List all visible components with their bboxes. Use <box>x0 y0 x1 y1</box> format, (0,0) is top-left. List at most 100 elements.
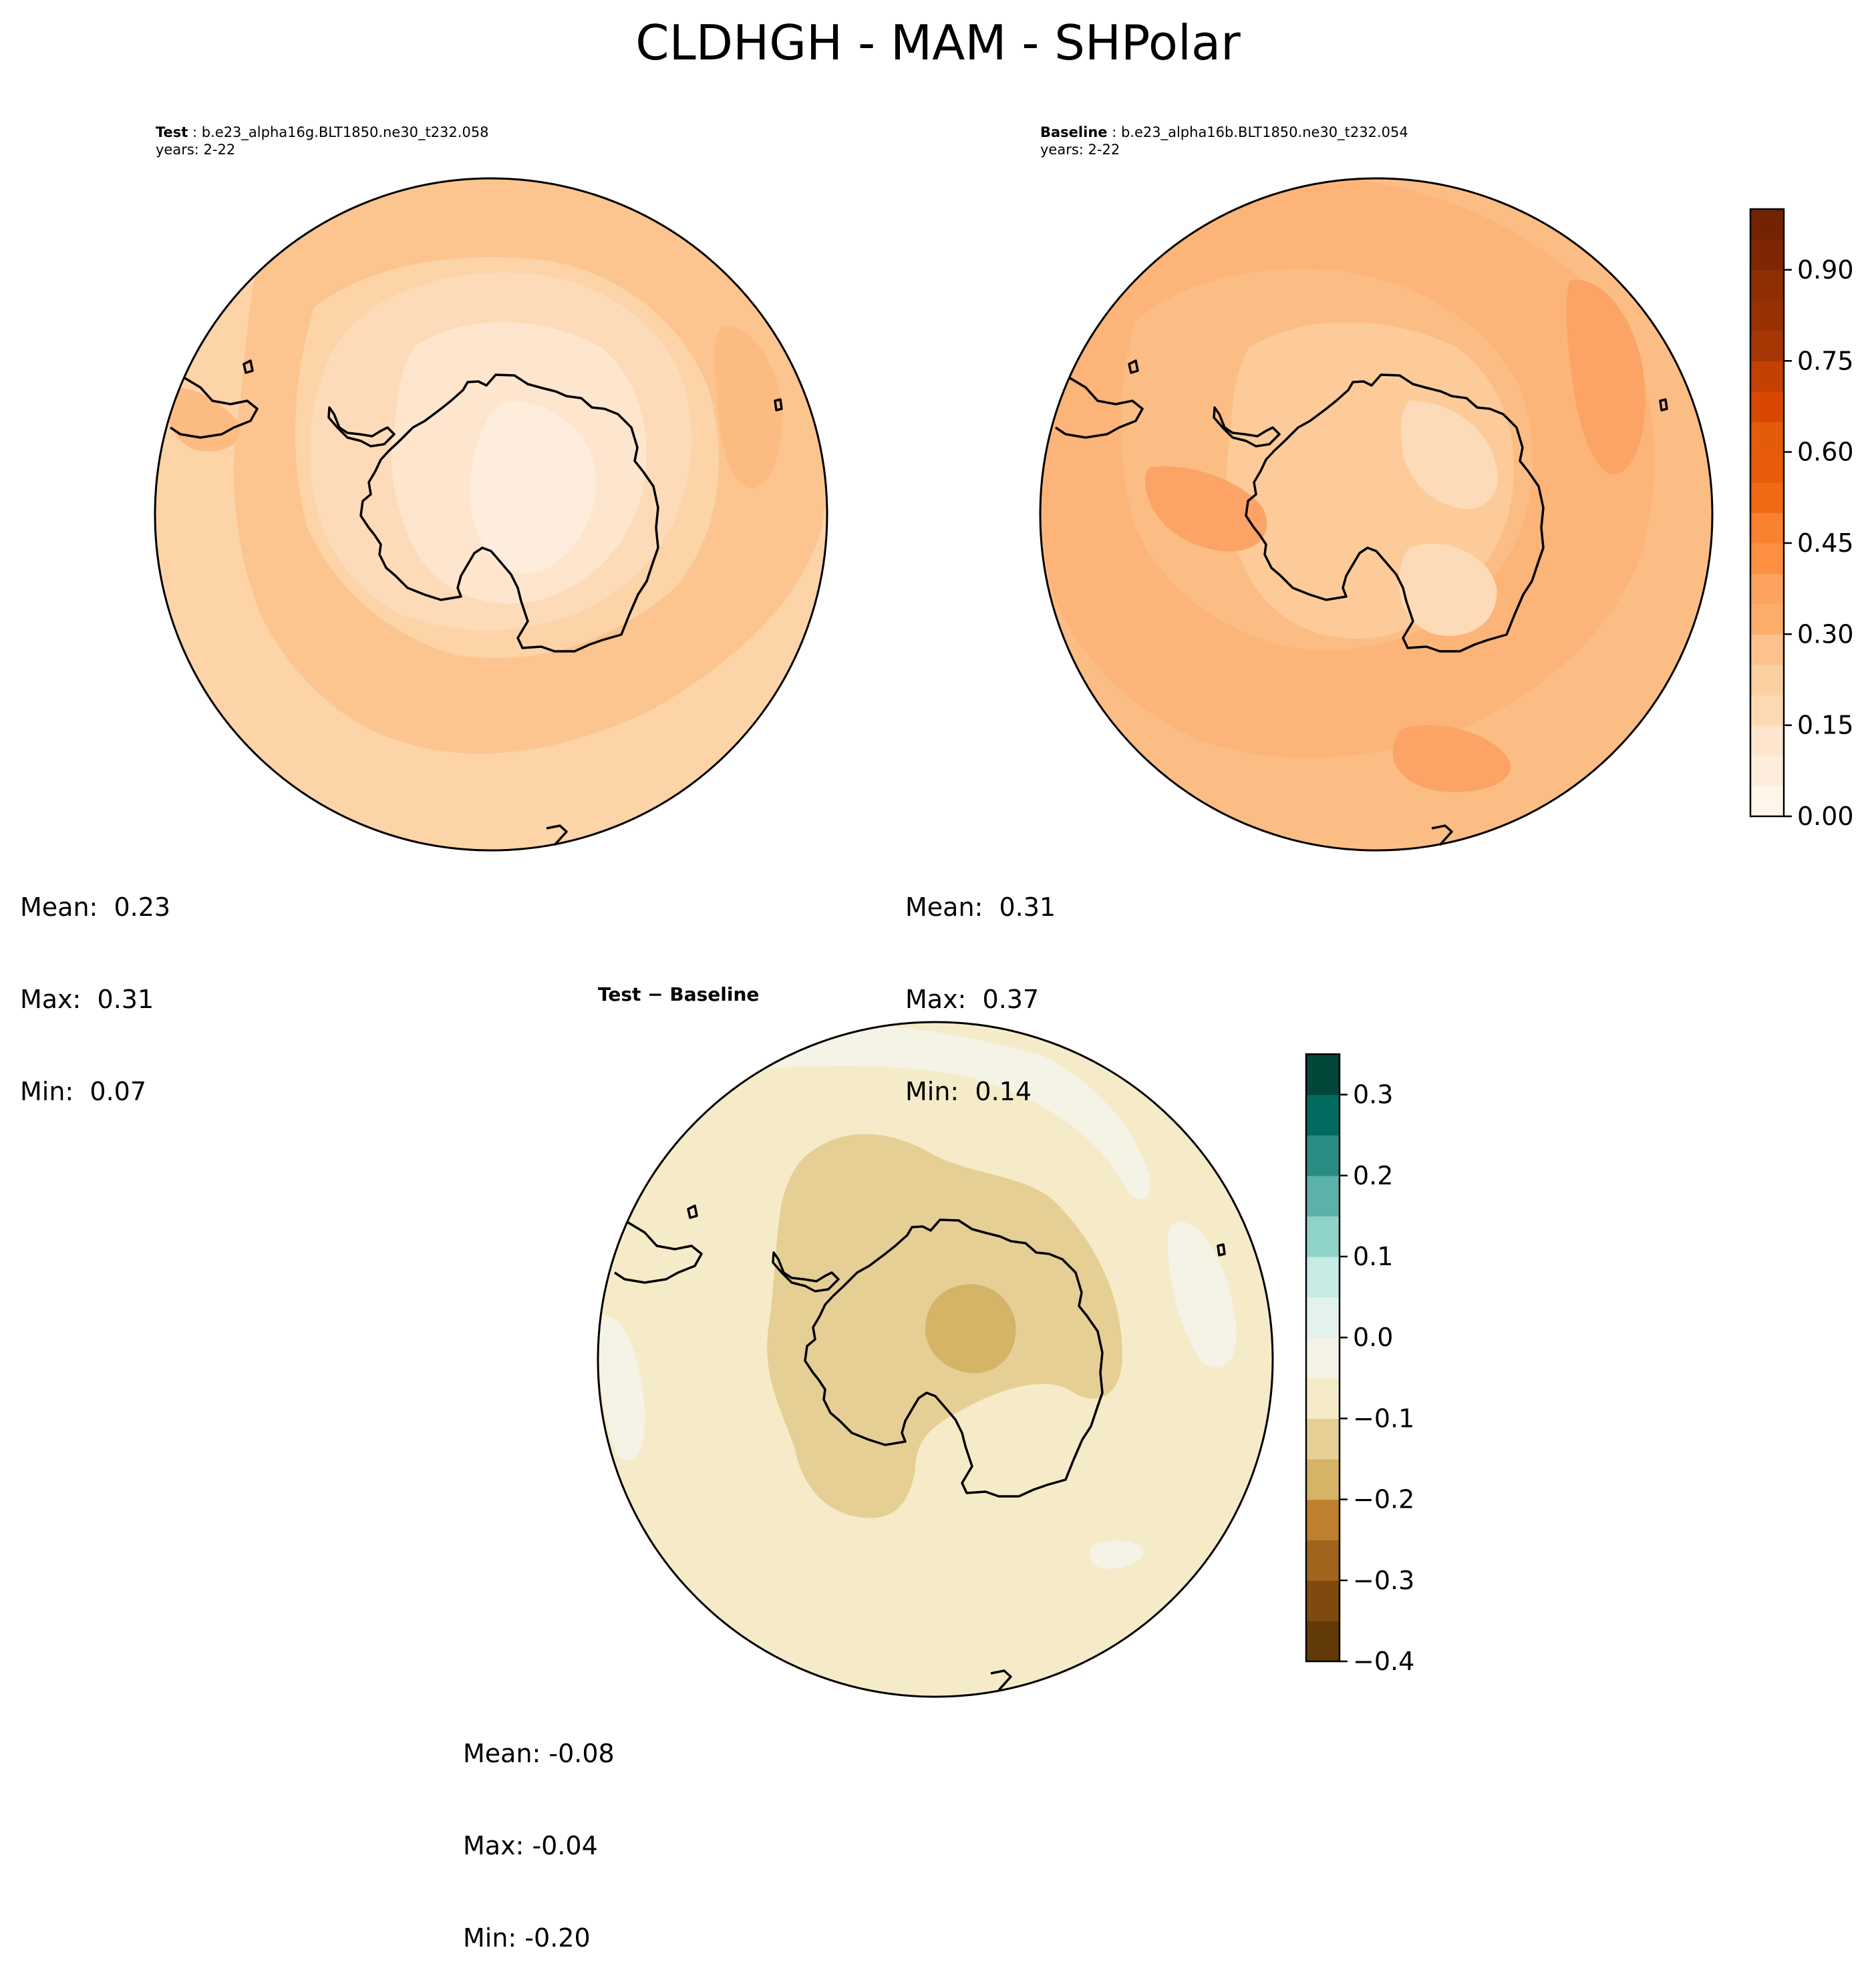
colorbar-band <box>1750 391 1784 422</box>
test-case-name: b.e23_alpha16g.BLT1850.ne30_t232.058 <box>201 124 489 140</box>
south-america-diff <box>614 1221 703 1284</box>
colorbar-tick-label: 0.30 <box>1797 619 1854 649</box>
colorbar-band <box>1306 1094 1340 1136</box>
test-panel-title: Test : b.e23_alpha16g.BLT1850.ne30_t232.… <box>156 124 489 140</box>
colorbar-band <box>1306 1257 1340 1298</box>
colorbar-tick-label: 0.0 <box>1353 1323 1393 1352</box>
antarctica-outline-diff <box>804 1218 1104 1498</box>
colorbar-band <box>1750 239 1784 271</box>
colorbar-band <box>1306 1621 1340 1662</box>
islands-baseline <box>1128 359 1668 846</box>
south-america-test <box>170 376 259 439</box>
colorbar-band <box>1306 1135 1340 1176</box>
oranges-colorbar: 0.00 0.15 0.30 0.45 0.60 0.75 0.90 <box>1749 208 1854 831</box>
diff-panel-title: Test − Baseline <box>598 983 760 1005</box>
antarctic-peninsula-diff <box>772 1251 840 1293</box>
diff-contour-near-zero-west <box>598 1315 645 1461</box>
diff-contour-minus-015 <box>925 1284 1016 1373</box>
baseline-case-name: b.e23_alpha16b.BLT1850.ne30_t232.054 <box>1120 124 1408 140</box>
baseline-contour-antarctic-low <box>1401 401 1498 509</box>
baseline-label: Baseline <box>1040 124 1108 140</box>
diff-contour-near-zero-north <box>748 1023 1150 1200</box>
diff-coastline <box>614 1204 1226 1691</box>
test-min: Min: 0.07 <box>20 1077 146 1106</box>
colorbar-band <box>1750 603 1784 635</box>
baseline-contour-patch-west <box>1145 466 1267 552</box>
baseline-years: years: 2-22 <box>1040 142 1120 158</box>
colorbar-band <box>1750 725 1784 756</box>
colorbar-band <box>1306 1377 1340 1419</box>
brbg-colorbar-frame <box>1305 1053 1341 1663</box>
colorbar-tick-label: −0.3 <box>1353 1566 1414 1595</box>
colorbar-band <box>1306 1054 1340 1096</box>
diff-stats: Mean: -0.08 Max: -0.04 Min: -0.20 <box>463 1677 615 1984</box>
baseline-mean: Mean: 0.31 <box>905 892 1056 922</box>
diff-max: Max: -0.04 <box>463 1831 598 1860</box>
test-coastline <box>170 359 783 846</box>
colorbar-tick-label: 0.60 <box>1797 438 1854 467</box>
colorbar-band <box>1306 1499 1340 1540</box>
test-stats: Mean: 0.23 Max: 0.31 Min: 0.07 <box>20 830 170 1138</box>
antarctica-outline-baseline <box>1245 373 1545 653</box>
test-years: years: 2-22 <box>156 142 236 158</box>
diff-contour-near-zero-east <box>1167 1222 1237 1368</box>
baseline-map-border <box>1039 177 1714 852</box>
colorbar-band <box>1750 422 1784 453</box>
test-label: Test <box>156 124 188 140</box>
test-contour-outer-high <box>234 178 827 754</box>
islands-diff <box>687 1204 1226 1691</box>
test-contour-minimum <box>470 401 596 573</box>
baseline-contour-antarctic-low-2 <box>1399 543 1497 636</box>
diff-min: Min: -0.20 <box>463 1923 591 1953</box>
colorbar-band <box>1750 330 1784 361</box>
colorbar-band <box>1750 361 1784 392</box>
colorbar-band <box>1750 664 1784 695</box>
baseline-stats: Mean: 0.31 Max: 0.37 Min: 0.14 <box>905 830 1056 1138</box>
diff-mean: Mean: -0.08 <box>463 1739 615 1768</box>
colorbar-band <box>1750 695 1784 726</box>
diff-map-border <box>597 1021 1274 1698</box>
test-max: Max: 0.31 <box>20 985 154 1014</box>
colorbar-tick-label: 0.1 <box>1353 1242 1393 1271</box>
test-mean: Mean: 0.23 <box>20 892 171 922</box>
colorbar-tick-label: −0.4 <box>1353 1647 1414 1676</box>
colorbar-band <box>1306 1297 1340 1338</box>
colorbar-band <box>1750 634 1784 665</box>
antarctica-outline-test <box>359 373 659 653</box>
colorbar-band <box>1750 756 1784 787</box>
colorbar-band <box>1306 1580 1340 1621</box>
colorbar-band <box>1750 512 1784 544</box>
colorbar-band <box>1750 452 1784 483</box>
colorbar-band <box>1750 269 1784 301</box>
antarctic-peninsula-test <box>327 406 396 448</box>
colorbar-tick-label: 0.2 <box>1353 1161 1393 1190</box>
colorbar-tick-label: 0.45 <box>1797 528 1854 558</box>
baseline-contour-outer-high <box>1040 178 1655 758</box>
baseline-coastline <box>1055 359 1668 846</box>
diff-map <box>598 1022 1273 1697</box>
colorbar-band <box>1750 573 1784 605</box>
colorbar-band <box>1750 209 1784 240</box>
brbg-colorbar-bands <box>1306 1054 1340 1662</box>
colorbar-tick-label: 0.00 <box>1797 802 1854 831</box>
baseline-max: Max: 0.37 <box>905 985 1040 1014</box>
colorbar-band <box>1306 1540 1340 1581</box>
south-america-baseline <box>1055 376 1144 439</box>
colorbar-band <box>1306 1216 1340 1257</box>
baseline-map <box>1040 178 1712 850</box>
figure-canvas: 0.000.150.300.450.600.750.90 −0.4−0.3−0.… <box>154 177 1854 1698</box>
colorbar-tick-label: 0.90 <box>1797 255 1854 285</box>
colorbar-tick-label: 0.3 <box>1353 1080 1393 1110</box>
test-map <box>155 178 827 850</box>
test-contour-patch-east <box>715 326 782 488</box>
colorbar-band <box>1750 300 1784 331</box>
colorbar-band <box>1306 1337 1340 1379</box>
baseline-contour-patch-east <box>1566 280 1646 475</box>
test-map-border <box>154 177 828 852</box>
colorbar-band <box>1306 1175 1340 1216</box>
colorbar-band <box>1306 1459 1340 1500</box>
colorbar-band <box>1750 482 1784 514</box>
colorbar-band <box>1306 1418 1340 1460</box>
oranges-colorbar-ticks: 0.00 0.15 0.30 0.45 0.60 0.75 0.90 <box>1784 255 1854 831</box>
colorbar-tick-label: 0.15 <box>1797 711 1854 740</box>
